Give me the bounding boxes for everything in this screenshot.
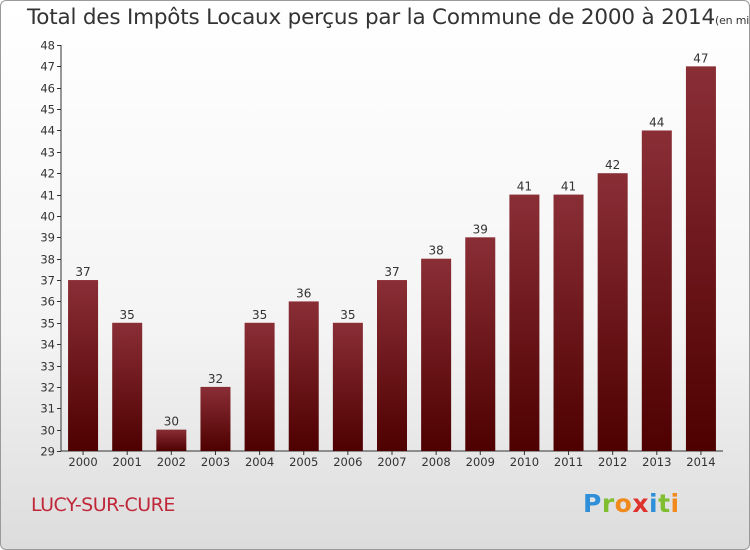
x-tick-label: 2001 xyxy=(113,455,142,469)
logo-letter: t xyxy=(658,489,671,518)
data-label: 37 xyxy=(384,265,399,279)
y-tick-label: 44 xyxy=(40,124,55,138)
x-tick-label: 2012 xyxy=(598,455,627,469)
data-label: 41 xyxy=(561,180,576,194)
chart-title-text: Total des Impôts Locaux perçus par la Co… xyxy=(27,5,715,30)
x-tick-label: 2013 xyxy=(642,455,671,469)
x-tick-label: 2004 xyxy=(245,455,274,469)
x-tick-label: 2000 xyxy=(68,455,97,469)
bar xyxy=(509,194,540,451)
bar xyxy=(200,386,231,451)
x-tick-label: 2005 xyxy=(289,455,318,469)
y-tick-label: 35 xyxy=(40,317,55,331)
chart-unit: (en milliers d'€) xyxy=(715,14,750,27)
y-tick-label: 43 xyxy=(40,146,55,160)
chart-title: Total des Impôts Locaux perçus par la Co… xyxy=(27,5,750,30)
logo-letter: x xyxy=(632,489,649,518)
commune-name: LUCY-SUR-CURE xyxy=(31,494,175,516)
data-label: 44 xyxy=(649,115,664,129)
x-tick-label: 2009 xyxy=(466,455,495,469)
data-label: 41 xyxy=(517,180,532,194)
y-tick-label: 29 xyxy=(40,445,55,459)
y-tick-label: 41 xyxy=(40,189,55,203)
bar xyxy=(641,130,672,451)
y-tick-label: 34 xyxy=(40,338,55,352)
y-tick-label: 36 xyxy=(40,295,55,309)
bar xyxy=(553,194,584,451)
y-tick-label: 38 xyxy=(40,253,55,267)
data-label: 39 xyxy=(473,222,488,236)
x-tick-label: 2008 xyxy=(421,455,450,469)
y-tick-label: 37 xyxy=(40,274,55,288)
data-label: 35 xyxy=(340,308,355,322)
logo-letter: i xyxy=(670,489,680,518)
bar xyxy=(465,237,496,451)
bar xyxy=(244,322,275,451)
proxiti-logo: Proxiti xyxy=(583,489,680,518)
data-label: 35 xyxy=(120,308,135,322)
y-tick-label: 31 xyxy=(40,402,55,416)
x-tick-label: 2014 xyxy=(686,455,715,469)
bar xyxy=(377,280,407,451)
bar xyxy=(288,301,319,451)
y-tick-label: 30 xyxy=(40,424,55,438)
bar xyxy=(156,429,187,451)
logo-letter: P xyxy=(583,489,602,518)
bar xyxy=(421,258,452,451)
data-label: 30 xyxy=(164,415,179,429)
data-label: 32 xyxy=(208,372,223,386)
x-tick-label: 2006 xyxy=(333,455,362,469)
x-tick-label: 2003 xyxy=(201,455,230,469)
y-tick-label: 42 xyxy=(40,167,55,181)
x-tick-label: 2011 xyxy=(554,455,583,469)
logo-letter: o xyxy=(614,489,633,518)
y-tick-label: 40 xyxy=(40,210,55,224)
data-label: 38 xyxy=(428,244,443,258)
data-label: 37 xyxy=(75,265,90,279)
y-tick-label: 33 xyxy=(40,360,55,374)
logo-letter: i xyxy=(649,489,659,518)
bar xyxy=(332,322,363,451)
data-label: 35 xyxy=(252,308,267,322)
y-tick-label: 48 xyxy=(40,39,55,53)
x-tick-label: 2007 xyxy=(377,455,406,469)
y-tick-label: 39 xyxy=(40,231,55,245)
y-tick-label: 47 xyxy=(40,60,55,74)
y-tick-label: 45 xyxy=(40,103,55,117)
x-tick-label: 2010 xyxy=(510,455,539,469)
data-label: 36 xyxy=(296,286,311,300)
y-tick-label: 46 xyxy=(40,82,55,96)
data-label: 42 xyxy=(605,158,620,172)
bar xyxy=(68,280,99,451)
logo-letter: r xyxy=(601,489,615,518)
x-tick-label: 2002 xyxy=(157,455,186,469)
data-label: 47 xyxy=(693,51,708,65)
bar xyxy=(685,66,716,452)
bar xyxy=(597,173,628,452)
bar xyxy=(112,322,143,451)
y-tick-label: 32 xyxy=(40,381,55,395)
